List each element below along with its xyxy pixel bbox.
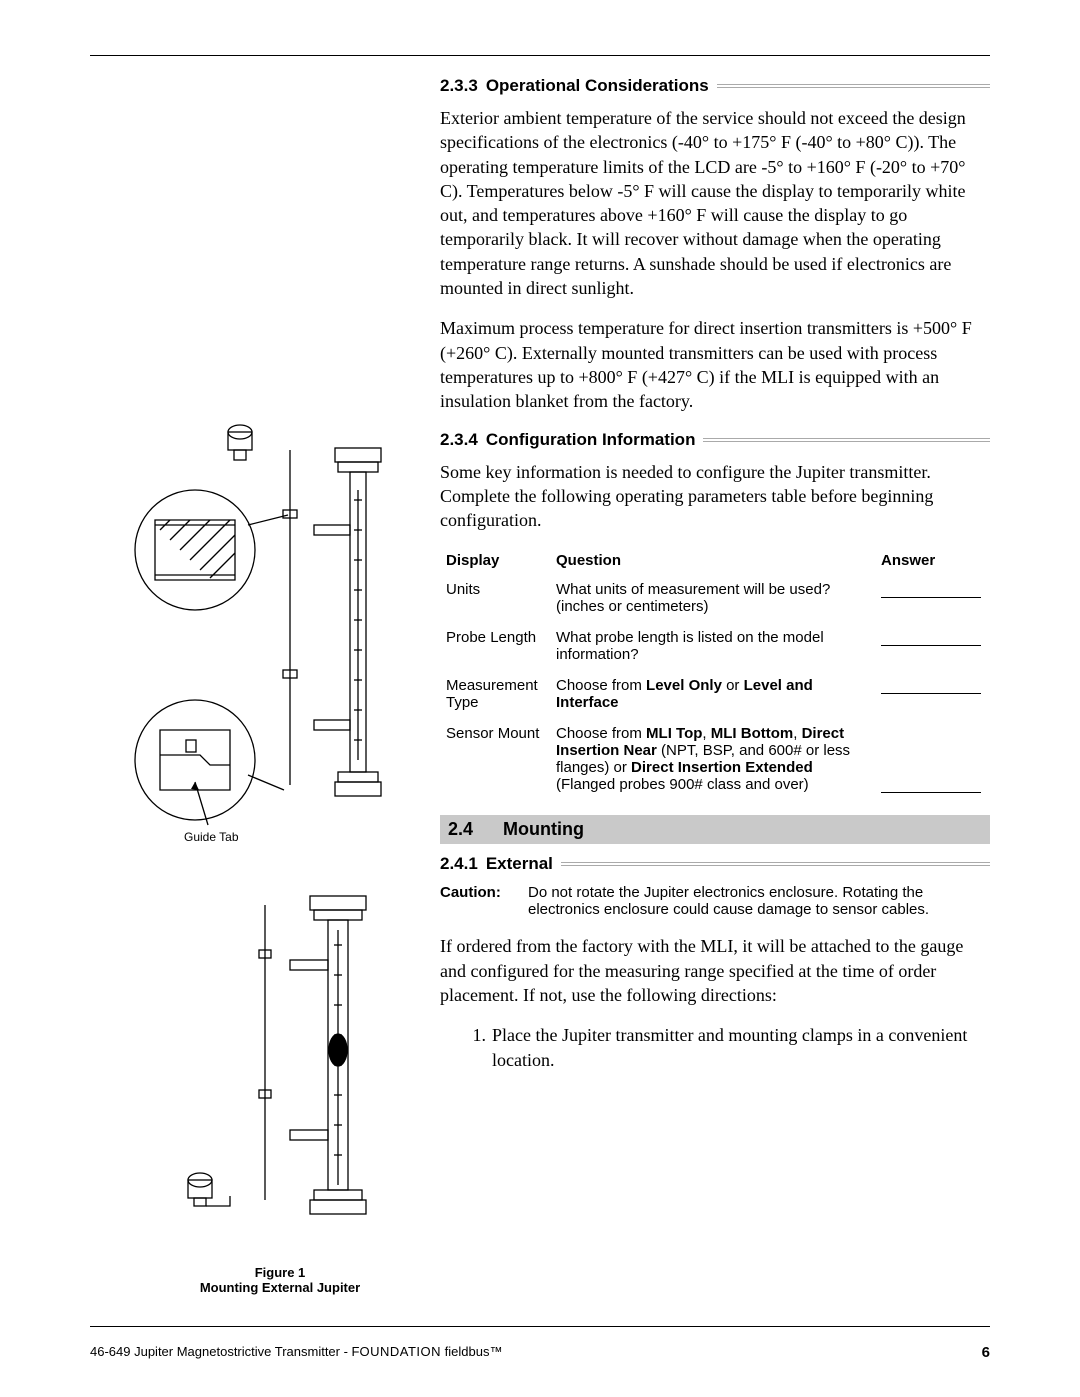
- text-column: 2.3.3 Operational Considerations Exterio…: [440, 60, 990, 1357]
- figure-title: Mounting External Jupiter: [200, 1280, 360, 1295]
- config-table: Display Question Answer Units What units…: [440, 548, 990, 803]
- section-233-para1: Exterior ambient temperature of the serv…: [440, 106, 990, 300]
- section-234-num: 2.3.4: [440, 430, 478, 450]
- mounting-steps: 1. Place the Jupiter transmitter and mou…: [440, 1023, 990, 1072]
- table-row: Probe Length What probe length is listed…: [440, 625, 990, 673]
- section-233-title: Operational Considerations: [486, 76, 709, 96]
- section-241-title: External: [486, 854, 553, 874]
- step-number: 1.: [468, 1023, 486, 1072]
- section-233-para2: Maximum process temperature for direct i…: [440, 316, 990, 413]
- page-number: 6: [982, 1344, 990, 1361]
- section-24-heading: 2.4 Mounting: [440, 815, 990, 844]
- diagram-lower: [160, 890, 400, 1260]
- answer-blank[interactable]: [881, 584, 981, 598]
- section-234-intro: Some key information is needed to config…: [440, 460, 990, 533]
- figure-column: Guide Tab: [90, 60, 430, 1357]
- guide-tab-label: Guide Tab: [184, 830, 239, 844]
- config-th-question: Question: [550, 548, 875, 577]
- section-233-heading: 2.3.3 Operational Considerations: [440, 76, 990, 96]
- answer-blank[interactable]: [881, 779, 981, 793]
- step-text: Place the Jupiter transmitter and mounti…: [492, 1023, 990, 1072]
- config-th-display: Display: [440, 548, 550, 577]
- answer-blank[interactable]: [881, 680, 981, 694]
- caution-label: Caution:: [440, 884, 518, 918]
- table-row: Measurement Type Choose from Level Only …: [440, 673, 990, 721]
- section-233-num: 2.3.3: [440, 76, 478, 96]
- section-241-num: 2.4.1: [440, 854, 478, 874]
- section-234-title: Configuration Information: [486, 430, 696, 450]
- table-row: Sensor Mount Choose from MLI Top, MLI Bo…: [440, 721, 990, 803]
- table-row: Units What units of measurement will be …: [440, 577, 990, 625]
- page-footer: 46-649 Jupiter Magnetostrictive Transmit…: [90, 1344, 990, 1361]
- section-24-num: 2.4: [448, 819, 473, 840]
- figure-number: Figure 1: [255, 1265, 306, 1280]
- section-241-para: If ordered from the factory with the MLI…: [440, 934, 990, 1007]
- section-24-title: Mounting: [503, 819, 584, 840]
- answer-blank[interactable]: [881, 632, 981, 646]
- footer-doc-title: 46-649 Jupiter Magnetostrictive Transmit…: [90, 1344, 502, 1361]
- diagram-upper: [100, 420, 420, 890]
- caution-text: Do not rotate the Jupiter electronics en…: [528, 884, 990, 918]
- figure-caption: Figure 1 Mounting External Jupiter: [180, 1265, 380, 1295]
- section-241-heading: 2.4.1 External: [440, 854, 990, 874]
- section-234-heading: 2.3.4 Configuration Information: [440, 430, 990, 450]
- config-th-answer: Answer: [875, 548, 990, 577]
- caution-block: Caution: Do not rotate the Jupiter elect…: [440, 884, 990, 918]
